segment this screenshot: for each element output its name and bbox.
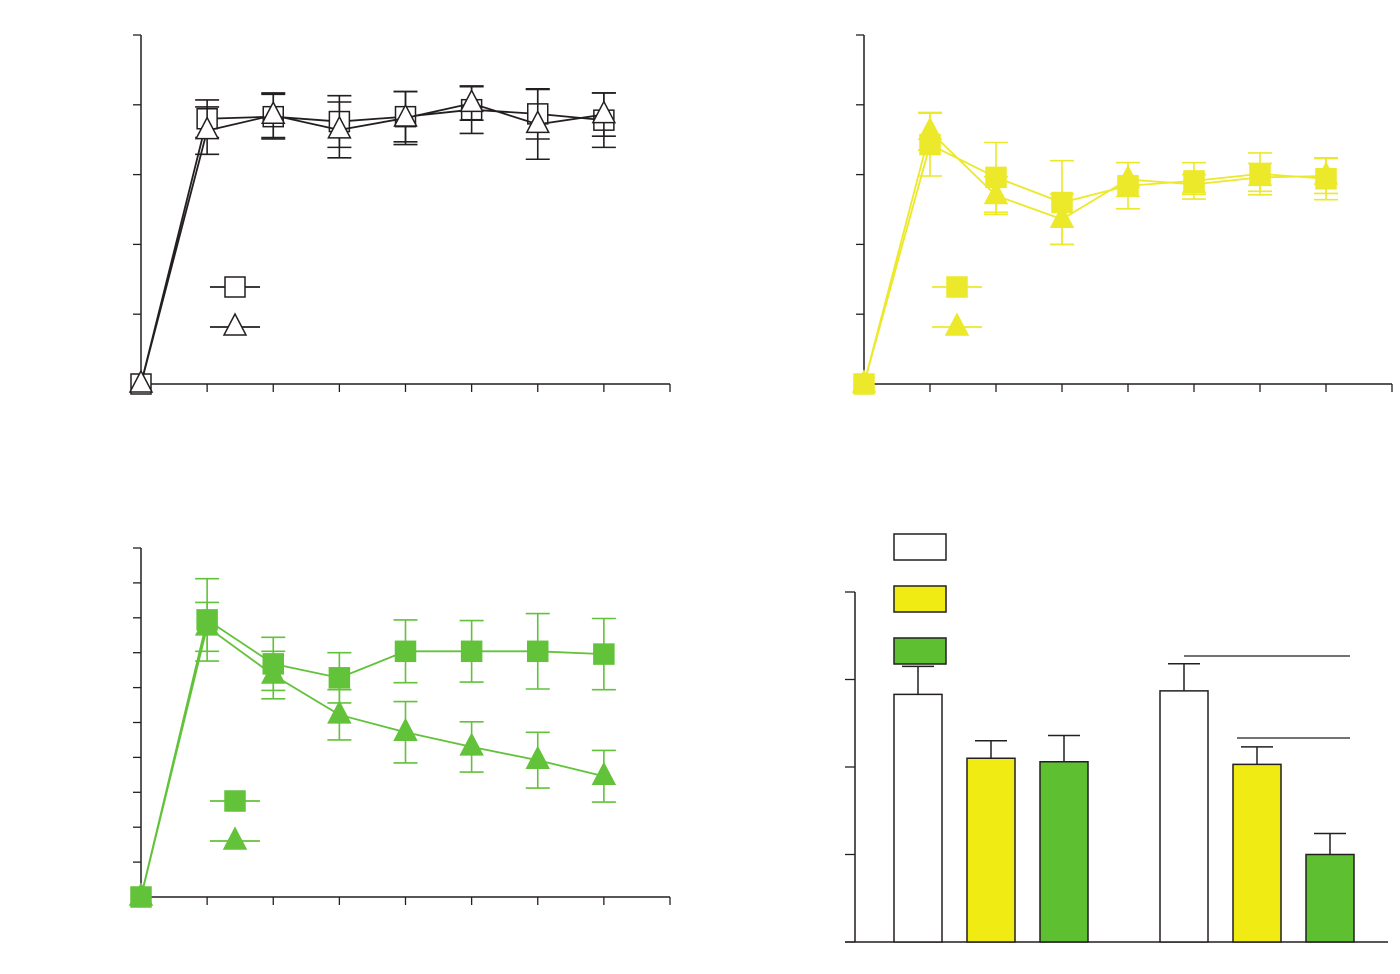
series-line	[140, 618, 604, 898]
legend-marker-square	[946, 276, 968, 298]
data-point-triangle	[261, 660, 286, 684]
chart-panel-d	[845, 533, 1388, 943]
legend-marker-triangle	[222, 826, 248, 850]
series-right	[851, 111, 1339, 393]
legend-item-right	[210, 312, 260, 336]
bar-midr-tcr-foxp3	[1039, 761, 1089, 943]
legend-marker-square	[224, 790, 246, 812]
data-point-triangle	[327, 115, 352, 139]
data-point-square	[593, 643, 615, 665]
legend-item-left	[932, 276, 982, 298]
data-point-triangle	[851, 369, 877, 393]
data-point-triangle	[525, 109, 550, 134]
data-point-triangle	[1247, 162, 1273, 187]
bar-group-left	[893, 665, 1089, 943]
legend-item-midr-tcr-foxp3	[893, 637, 947, 665]
chart-panel-a	[128, 34, 671, 395]
legend-item-left	[210, 276, 260, 298]
data-point-triangle	[1181, 169, 1207, 194]
series-left	[853, 112, 1338, 395]
bar-midr-tcr-foxp3	[1305, 853, 1355, 943]
bar-midr	[1159, 690, 1209, 943]
bar-group-right	[1159, 663, 1355, 943]
series-right	[128, 85, 617, 393]
data-point-triangle	[1115, 164, 1141, 189]
data-point-triangle	[459, 88, 484, 113]
data-point-triangle	[393, 103, 418, 127]
bar-midr	[893, 693, 943, 943]
data-point-triangle	[194, 116, 220, 140]
data-point-square	[394, 640, 417, 663]
data-point-triangle	[983, 180, 1009, 205]
data-point-triangle	[261, 100, 286, 125]
bar-midr-foxp3	[966, 757, 1016, 943]
legend-marker-triangle	[944, 312, 970, 336]
data-point-triangle	[128, 882, 154, 906]
data-point-triangle	[459, 732, 484, 756]
data-point-triangle	[194, 612, 220, 636]
series-line	[140, 108, 604, 385]
data-point-square	[460, 640, 483, 663]
data-point-triangle	[917, 116, 943, 141]
data-point-square	[527, 640, 549, 663]
chart-panel-c	[128, 547, 671, 908]
series-right	[128, 601, 617, 906]
series-line	[863, 129, 1327, 385]
legend-item-left	[210, 790, 260, 812]
legend-swatch	[893, 637, 947, 665]
data-point-triangle	[591, 761, 617, 785]
data-point-triangle	[591, 99, 617, 124]
series-line	[140, 102, 605, 385]
legend-item-midr	[893, 533, 947, 561]
data-point-triangle	[128, 369, 154, 393]
data-point-triangle	[393, 717, 418, 742]
data-point-triangle	[1049, 204, 1075, 229]
legend-marker-square	[224, 276, 246, 298]
legend-item-midr-foxp3	[893, 585, 947, 613]
legend-item-right	[210, 826, 260, 850]
chart-panel-b	[851, 34, 1393, 395]
data-point-triangle	[1313, 161, 1339, 185]
data-point-square	[328, 667, 351, 689]
legend-swatch	[893, 533, 947, 561]
data-point-triangle	[525, 745, 550, 769]
legend-item-right	[932, 312, 982, 336]
legend-swatch	[893, 585, 947, 613]
data-point-triangle	[327, 700, 352, 724]
legend-marker-triangle	[222, 312, 248, 336]
bar-midr-foxp3	[1232, 763, 1282, 943]
